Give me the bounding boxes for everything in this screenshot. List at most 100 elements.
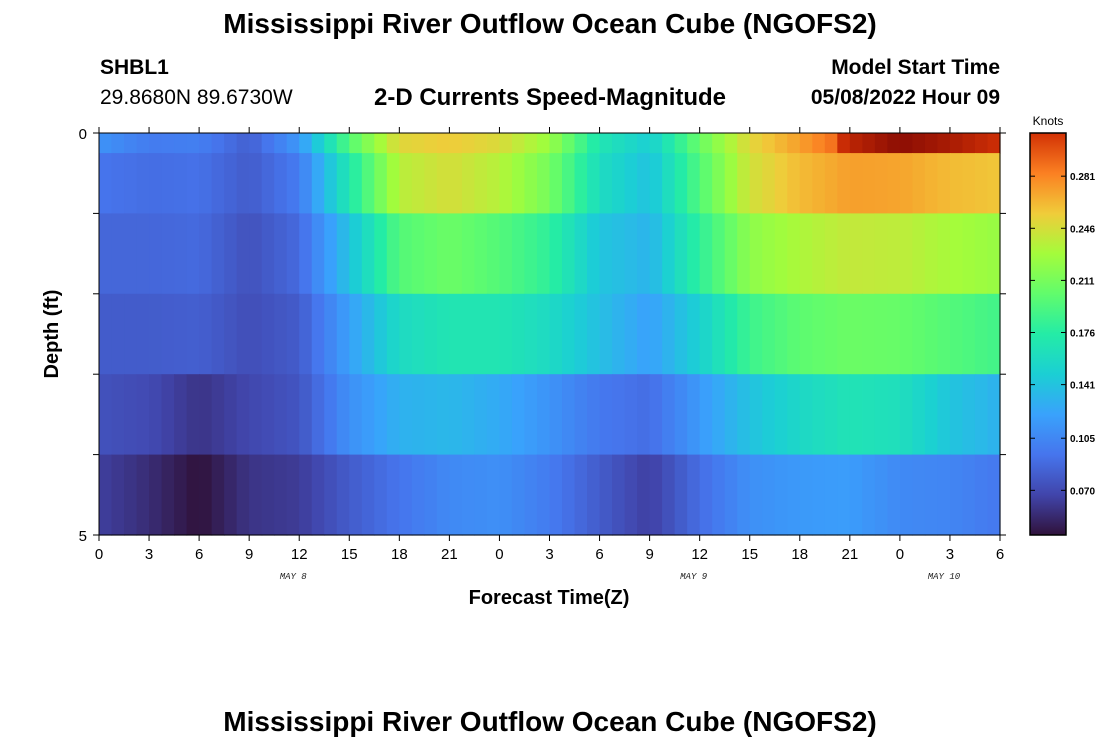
heatmap-cell <box>987 454 1001 536</box>
heatmap-cell <box>274 374 288 456</box>
heatmap-cell <box>937 374 951 456</box>
heatmap-cell <box>511 153 526 214</box>
heatmap-cell <box>349 213 363 295</box>
x-tick-label: 9 <box>245 546 253 563</box>
heatmap-cell <box>924 293 939 375</box>
heatmap-cell <box>837 374 851 456</box>
heatmap-cell <box>286 213 300 295</box>
heatmap-cell <box>887 153 901 214</box>
heatmap-cell <box>474 153 488 214</box>
colorbar-tick-label: 0.176 <box>1070 329 1095 340</box>
heatmap-cell <box>912 374 926 456</box>
heatmap-cell <box>324 133 338 154</box>
heatmap-cell <box>311 454 325 536</box>
heatmap-cell <box>749 374 763 456</box>
heatmap-cell <box>211 374 225 456</box>
heatmap-cell <box>937 213 951 295</box>
heatmap-cell <box>637 374 651 456</box>
heatmap-cell <box>374 374 388 456</box>
heatmap-cell <box>824 153 838 214</box>
heatmap-cell <box>211 293 225 375</box>
heatmap-cell <box>599 374 613 456</box>
heatmap-cell <box>987 374 1001 456</box>
chart-title: Mississippi River Outflow Ocean Cube (NG… <box>223 8 877 39</box>
heatmap-cell <box>186 213 200 295</box>
heatmap-cell <box>374 293 388 375</box>
heatmap-cell <box>687 374 701 456</box>
x-tick-label: 0 <box>896 546 904 563</box>
heatmap-cell <box>712 374 726 456</box>
heatmap-cell <box>787 454 801 536</box>
heatmap-cell <box>912 153 926 214</box>
heatmap-cell <box>637 153 651 214</box>
heatmap-cell <box>424 293 438 375</box>
heatmap-cell <box>149 153 163 214</box>
heatmap-cell <box>449 133 463 154</box>
heatmap-cell <box>336 454 350 536</box>
heatmap-cell <box>511 374 526 456</box>
heatmap-cell <box>311 133 325 154</box>
heatmap-cell <box>249 293 263 375</box>
heatmap-cell <box>411 133 425 154</box>
heatmap-cell <box>662 454 676 536</box>
heatmap-cell <box>336 293 350 375</box>
heatmap-cell <box>562 133 576 154</box>
heatmap-cell <box>599 454 613 536</box>
x-tick-label: 18 <box>391 546 408 563</box>
heatmap-cell <box>712 293 726 375</box>
heatmap-cell <box>524 213 538 295</box>
heatmap-cell <box>662 374 676 456</box>
heatmap-cell <box>924 153 939 214</box>
heatmap-cell <box>587 293 601 375</box>
heatmap-cell <box>962 374 976 456</box>
heatmap-cell <box>649 293 663 375</box>
heatmap-cell <box>799 153 813 214</box>
heatmap-cell <box>724 153 738 214</box>
heatmap-cell <box>849 153 863 214</box>
model-start-label: Model Start Time <box>831 56 1000 79</box>
x-tick-label: 21 <box>441 546 458 563</box>
heatmap-cell <box>224 454 238 536</box>
heatmap-cell <box>224 293 238 375</box>
heatmap-cell <box>587 213 601 295</box>
heatmap-cell <box>336 133 350 154</box>
heatmap-cell <box>411 213 425 295</box>
heatmap-cell <box>737 213 751 295</box>
heatmap-cell <box>624 153 638 214</box>
heatmap-cell <box>962 153 976 214</box>
heatmap-cell <box>962 293 976 375</box>
heatmap-cell <box>974 213 989 295</box>
heatmap-cell <box>449 213 463 295</box>
heatmap-cell <box>336 153 350 214</box>
y-tick-label: 0 <box>79 126 87 143</box>
heatmap-cell <box>774 133 788 154</box>
heatmap-cell <box>862 454 876 536</box>
heatmap-cell <box>261 133 275 154</box>
heatmap-cell <box>687 454 701 536</box>
heatmap-cell <box>724 374 738 456</box>
heatmap-cell <box>199 213 213 295</box>
heatmap-cell <box>174 374 188 456</box>
heatmap-cell <box>474 213 488 295</box>
heatmap-cell <box>474 374 488 456</box>
heatmap-cell <box>862 133 876 154</box>
heatmap-cell <box>211 213 225 295</box>
heatmap-cell <box>874 293 888 375</box>
heatmap-cell <box>924 454 939 536</box>
heatmap-cell <box>499 374 513 456</box>
heatmap-cell <box>436 374 450 456</box>
heatmap-cell <box>762 133 776 154</box>
heatmap-cell <box>99 454 113 536</box>
heatmap-cell <box>549 374 563 456</box>
heatmap-cell <box>249 213 263 295</box>
heatmap-cell <box>99 293 113 375</box>
heatmap-cell <box>749 153 763 214</box>
heatmap-cell <box>962 454 976 536</box>
heatmap-cell <box>286 454 300 536</box>
heatmap-cell <box>912 454 926 536</box>
heatmap-cell <box>286 153 300 214</box>
heatmap-cell <box>124 454 138 536</box>
heatmap-cell <box>812 213 826 295</box>
heatmap-cell <box>149 293 163 375</box>
heatmap-cell <box>712 153 726 214</box>
